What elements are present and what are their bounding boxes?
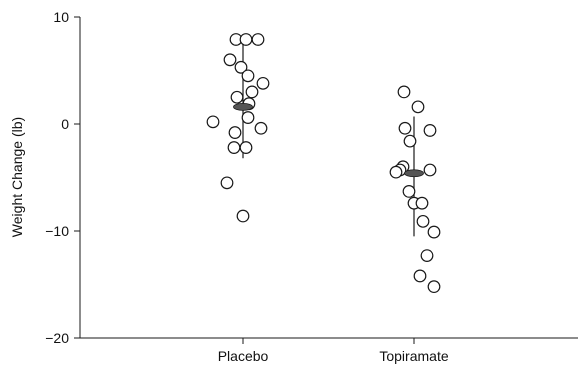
data-point [413,269,427,283]
data-point [427,225,441,239]
data-point [241,69,255,83]
x-ticks: Placebo Topiramate [218,338,449,364]
mean-marker [233,102,253,111]
y-tick-label: −20 [45,330,69,346]
data-point [228,126,242,139]
data-point [230,90,244,104]
series-placebo [206,33,270,223]
x-category-label: Topiramate [379,348,448,364]
data-point [415,196,429,210]
y-tick-label: 10 [53,9,69,25]
data-point [420,249,434,263]
series-topiramate [389,85,441,294]
y-tick-label: 0 [61,116,69,132]
x-category-label: Placebo [218,348,269,364]
y-tick-label: −10 [45,223,69,239]
data-point [223,53,237,67]
data-point [254,121,268,135]
data-point [402,185,416,198]
data-point [241,111,255,124]
data-point [251,33,265,46]
series-layer [206,33,441,294]
data-point [411,100,425,114]
data-point [423,163,437,177]
data-point [220,176,234,190]
data-point [239,33,253,46]
mean-marker [404,169,424,178]
data-point [256,76,270,90]
data-point [427,280,441,294]
data-point [245,85,259,99]
data-point [236,209,250,223]
data-point [227,141,241,154]
y-axis-title: Weight Change (lb) [9,117,25,237]
data-point [239,141,253,154]
y-ticks: 10 0 −10 −20 [45,9,80,346]
data-point [423,124,437,137]
data-point [416,214,430,228]
data-point [403,134,417,148]
data-point [389,165,403,179]
data-point [397,85,411,99]
data-point [234,60,248,74]
data-point [398,121,412,135]
data-point [206,115,220,129]
